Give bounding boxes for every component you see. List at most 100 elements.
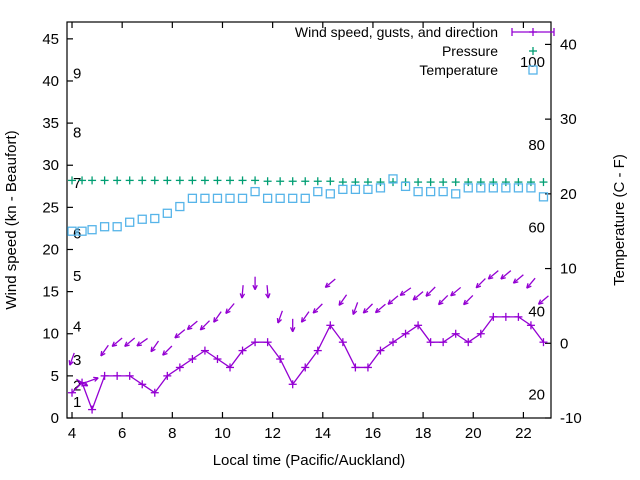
wind-direction-arrow: [100, 344, 109, 357]
temperature-point: [150, 213, 160, 224]
wind-direction-arrow: [450, 290, 454, 297]
wind-direction-arrow: [412, 298, 419, 301]
wind-direction-arrow: [150, 346, 153, 352]
y-tick-label: 30: [42, 157, 59, 174]
wind-direction-arrow: [124, 337, 136, 347]
wind-direction-arrow: [162, 352, 168, 356]
wind-direction-arrow: [538, 295, 549, 305]
temperature-point: [125, 217, 135, 227]
wind-direction-arrow: [111, 337, 123, 347]
wind-direction-arrow: [475, 278, 486, 289]
beaufort-label: 5: [73, 268, 81, 285]
x-tick-label: 16: [365, 425, 382, 442]
fahrenheit-label: 80: [528, 137, 545, 154]
beaufort-label: 1: [73, 394, 81, 411]
wind-direction-arrow: [400, 293, 406, 296]
wind-direction-arrow: [174, 329, 186, 339]
fahrenheit-label: 20: [528, 386, 545, 403]
y2-tick-label: 40: [560, 36, 577, 53]
temperature-point: [538, 192, 549, 202]
temperature-point: [262, 193, 273, 203]
y2-tick-label: 20: [560, 186, 577, 203]
wind-direction-arrow: [425, 291, 429, 297]
wind-direction-arrow: [267, 293, 271, 299]
y-tick-label: 45: [42, 31, 59, 48]
wind-direction-arrow: [487, 270, 499, 280]
temperature-point: [137, 214, 147, 224]
wind-direction-arrow: [241, 293, 246, 299]
wind-direction-arrow: [526, 277, 536, 289]
wind-direction-arrow: [324, 278, 336, 288]
fahrenheit-label: 40: [528, 303, 545, 320]
wind-direction-arrow: [150, 348, 156, 353]
wind-direction-arrow: [277, 319, 282, 324]
temperature-point: [212, 193, 223, 203]
wind-direction-arrow: [162, 345, 173, 356]
wind-direction-arrow: [513, 281, 519, 284]
wind-direction-arrow: [136, 337, 148, 347]
temperature-point: [438, 186, 448, 197]
wind-direction-arrow: [338, 302, 344, 306]
wind-direction-arrow: [136, 344, 142, 347]
wind-direction-arrow: [450, 286, 462, 297]
temperature-point: [526, 183, 536, 193]
wind-direction-arrow: [512, 278, 517, 284]
temperature-point: [237, 193, 248, 203]
wind-direction-arrow: [84, 381, 89, 387]
wind-direction-arrow: [186, 324, 191, 330]
wind-direction-arrow: [254, 284, 258, 290]
wind-direction-arrow: [538, 302, 544, 305]
wind-direction-arrow: [375, 303, 386, 314]
y-tick-label: 20: [42, 241, 59, 258]
wind-direction-arrow: [76, 378, 89, 387]
beaufort-label: 6: [73, 226, 81, 243]
wind-direction-arrow: [338, 294, 348, 306]
wind-direction-arrow: [174, 333, 178, 339]
wind-direction-arrow: [488, 277, 494, 280]
beaufort-label: 9: [73, 66, 81, 83]
x-tick-label: 10: [214, 425, 231, 442]
temperature-point: [200, 193, 210, 203]
y2-tick-label: 0: [560, 335, 568, 352]
temperature-point: [338, 184, 348, 195]
beaufort-label: 3: [73, 352, 81, 369]
wind-direction-arrow: [199, 320, 210, 331]
wind-direction-arrow: [325, 285, 331, 288]
x-tick-label: 22: [515, 425, 532, 442]
y2-tick-label: -10: [560, 410, 582, 427]
wind-direction-arrow: [213, 319, 219, 323]
wind-direction-arrow: [100, 350, 103, 357]
y-tick-label: 40: [42, 73, 59, 90]
temperature-point: [501, 183, 511, 193]
wind-direction-arrow: [352, 302, 359, 315]
wind-direction-arrow: [69, 361, 74, 366]
wind-direction-arrow: [111, 341, 115, 347]
x-tick-label: 12: [264, 425, 281, 442]
temperature-point: [77, 226, 87, 236]
beaufort-label: 4: [73, 318, 81, 335]
wind-direction-arrow: [500, 277, 506, 280]
wind-direction-arrow: [425, 286, 436, 297]
y-tick-label: 15: [42, 284, 59, 301]
wind-direction-arrow: [276, 317, 279, 324]
wind-direction-arrow: [500, 270, 512, 280]
wind-direction-arrow: [374, 307, 379, 313]
wind-direction-arrow: [252, 284, 256, 290]
x-tick-label: 6: [118, 425, 126, 442]
wind-direction-arrow: [85, 377, 99, 383]
temperature-point: [275, 193, 285, 203]
legend-label: Pressure: [442, 43, 498, 59]
wind-direction-arrow: [387, 302, 394, 305]
temperature-point: [162, 208, 172, 218]
temperature-point: [225, 193, 235, 203]
wind-direction-arrow: [312, 308, 316, 314]
temperature-point: [451, 189, 461, 199]
beaufort-label: 8: [73, 125, 81, 142]
wind-direction-arrow: [199, 324, 203, 331]
wind-direction-arrow: [438, 294, 449, 306]
beaufort-label: 2: [73, 377, 81, 394]
temperature-point: [463, 183, 473, 193]
wind-direction-arrow: [437, 299, 441, 305]
wind-direction-arrow: [438, 302, 444, 306]
x-tick-label: 4: [68, 425, 76, 442]
